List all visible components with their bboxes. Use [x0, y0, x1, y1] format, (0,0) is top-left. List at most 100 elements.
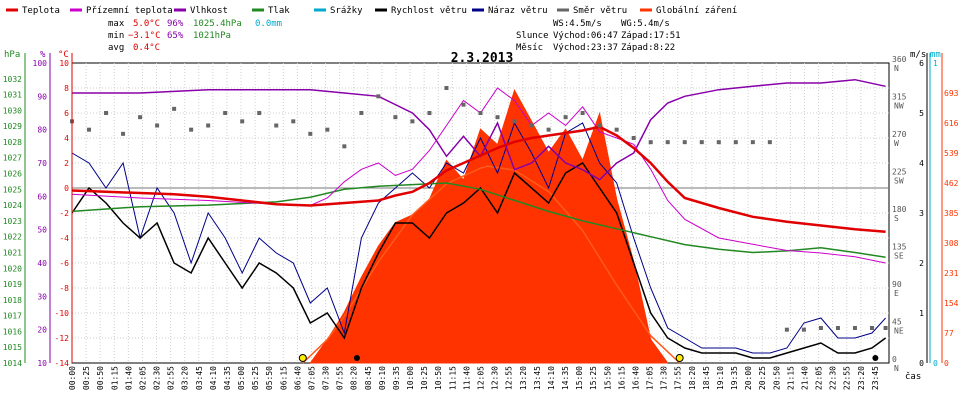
x-tick-label: 12:55 [505, 366, 514, 390]
wind-direction-label: SW [894, 177, 904, 186]
x-tick-label: 11:15 [448, 366, 457, 390]
x-tick-label: 13:45 [533, 366, 542, 390]
chart-title: 2.3.2013 [451, 51, 514, 66]
radiation-axis-tick: 616 [944, 119, 959, 128]
x-axis-label: čas [905, 371, 921, 382]
x-tick-label: 11:40 [462, 366, 471, 390]
x-tick-label: 19:10 [716, 366, 725, 390]
x-tick-label: 10:00 [406, 366, 415, 390]
moonrise-value: Východ:23:37 [553, 43, 618, 53]
pressure-axis-tick: 1020 [3, 264, 22, 273]
x-tick-label: 22:55 [843, 366, 852, 390]
moonset-marker [353, 355, 360, 361]
rain-axis-tick: 1 [933, 59, 938, 68]
wind-direction-tick: 0 [892, 355, 897, 364]
wind-direction-label: W [894, 139, 899, 148]
legend-label: Přízemní teplota [86, 6, 173, 16]
wind-direction-point [138, 115, 143, 120]
wind-direction-label: S [894, 214, 899, 223]
x-tick-label: 21:15 [786, 366, 795, 390]
x-tick-label: 00:25 [82, 366, 91, 390]
x-tick-label: 12:05 [477, 366, 486, 390]
stats-min-humidity: 65% [167, 31, 184, 41]
stats-min-pressure: 1021hPa [193, 31, 231, 41]
wind-direction-tick: 45 [892, 318, 902, 327]
humidity-axis-tick: 30 [37, 292, 47, 301]
x-tick-label: 01:40 [124, 366, 133, 390]
wind-speed-line [71, 161, 887, 359]
x-tick-label: 23:20 [857, 366, 866, 390]
x-tick-label: 09:35 [392, 366, 401, 390]
wind-direction-point [869, 326, 874, 330]
wind-direction-point [767, 140, 772, 145]
series-lines [70, 78, 888, 359]
ground-temperature-line [71, 87, 886, 264]
wind-speed-axis-tick: 6 [919, 59, 924, 68]
x-tick-label: 02:30 [153, 366, 162, 390]
x-tick-label: 19:35 [730, 366, 739, 390]
x-tick-label: 15:00 [575, 366, 584, 390]
wind-direction-point [478, 111, 483, 115]
stats-panel: max 5.0°C 96% 1025.4hPa 0.0mm min −3.1°C 65% 102… [108, 19, 681, 53]
radiation-area-fill [309, 89, 669, 364]
wind-direction-point [750, 140, 755, 145]
legend-label: Srážky [330, 6, 363, 16]
temperature-axis-tick: -4 [59, 234, 69, 243]
temperature-axis-tick: 2 [64, 159, 69, 168]
x-tick-label: 22:05 [815, 366, 824, 390]
moonrise-marker [872, 355, 879, 361]
pressure-axis-tick: 1031 [3, 91, 22, 100]
x-tick-label: 00:00 [68, 366, 77, 390]
pressure-axis-tick: 1023 [3, 217, 22, 226]
wind-direction-point [529, 123, 534, 128]
x-tick-label: 14:35 [561, 366, 570, 390]
x-tick-label: 01:15 [110, 366, 119, 390]
temperature-axis-tick: -8 [59, 284, 69, 293]
wind-direction-point [274, 123, 279, 128]
wind-speed-axis-tick: 1 [919, 309, 924, 318]
x-tick-label: 02:05 [138, 366, 147, 390]
wind-direction-point [427, 111, 432, 115]
legend-label: Vlhkost [190, 6, 228, 16]
x-tick-label: 05:25 [251, 366, 260, 390]
wind-direction-point [155, 123, 160, 128]
wind-direction-point [410, 119, 415, 124]
pressure-axis-tick: 1025 [3, 185, 22, 194]
temperature-axis-tick: -12 [55, 334, 70, 343]
wind-speed-info: WS:4.5m/s [553, 19, 602, 29]
x-tick-label: 03:20 [181, 366, 190, 390]
pressure-axis-tick: 1024 [3, 201, 22, 210]
wind-direction-point [240, 119, 245, 124]
pressure-unit: hPa [4, 50, 20, 60]
x-tick-label: 10:50 [434, 366, 443, 390]
pressure-axis-tick: 1018 [3, 296, 22, 305]
legend-label: Rychlost větru [391, 6, 467, 16]
wind-direction-point [342, 144, 347, 149]
x-tick-label: 20:25 [758, 366, 767, 390]
humidity-axis-tick: 50 [37, 226, 47, 235]
x-tick-label: 20:00 [744, 366, 753, 390]
x-tick-label: 22:30 [829, 366, 838, 390]
radiation-axis-tick: 693 [944, 89, 959, 98]
x-tick-label: 18:20 [688, 366, 697, 390]
wind-direction-point [325, 127, 330, 132]
x-tick-label: 05:00 [237, 366, 246, 390]
radiation-axis-tick: 385 [944, 209, 959, 218]
x-tick-label: 07:30 [322, 366, 331, 390]
wind-direction-point [376, 94, 381, 99]
wind-speed-axis-tick: 2 [919, 259, 924, 268]
x-tick-label: 09:10 [378, 366, 387, 390]
x-tick-label: 10:25 [420, 366, 429, 390]
pressure-axis-tick: 1015 [3, 343, 22, 352]
pressure-axis-tick: 1016 [3, 327, 22, 336]
wind-direction-point [87, 127, 92, 132]
pressure-axis-tick: 1027 [3, 154, 22, 163]
humidity-axis-tick: 10 [37, 359, 47, 368]
pressure-axis-tick: 1026 [3, 170, 22, 179]
wind-direction-point [883, 326, 888, 330]
wind-direction-label: SE [894, 252, 904, 261]
wind-gust-line [71, 121, 886, 354]
temperature-axis-tick: -2 [59, 209, 69, 218]
wind-direction-point [104, 111, 109, 115]
